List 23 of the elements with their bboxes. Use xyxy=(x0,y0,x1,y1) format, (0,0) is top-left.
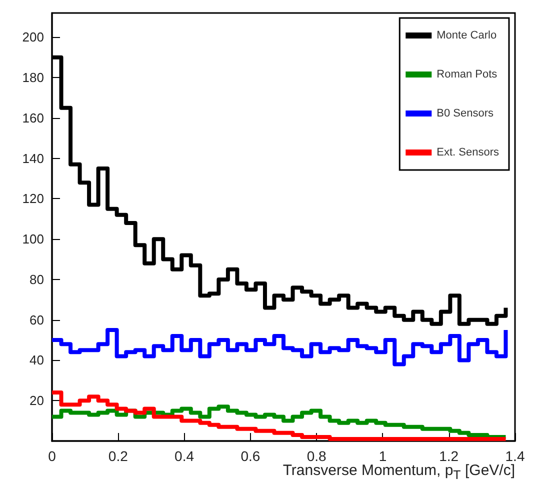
legend-label: B0 Sensors xyxy=(436,108,494,120)
x-tick-label: 0.4 xyxy=(174,448,194,464)
x-tick-label: 0 xyxy=(48,448,56,464)
legend-label: Ext. Sensors xyxy=(436,146,500,158)
y-tick-label: 200 xyxy=(22,30,44,45)
x-tick-label: 0.2 xyxy=(108,448,128,464)
x-tick-label: 0.8 xyxy=(306,448,327,464)
y-tick-label: 120 xyxy=(22,191,44,206)
x-tick-label: 1 xyxy=(378,448,387,464)
x-tick-label: 1.4 xyxy=(505,448,525,464)
legend-label: Roman Pots xyxy=(436,68,498,80)
y-tick-label: 100 xyxy=(22,232,44,247)
x-tick-label: 1.2 xyxy=(439,448,459,464)
legend-label: Monte Carlo xyxy=(436,30,497,42)
x-tick-label: 0.6 xyxy=(240,448,260,464)
y-tick-label: 80 xyxy=(30,272,44,287)
y-tick-label: 140 xyxy=(22,150,44,166)
y-tick-label: 160 xyxy=(22,110,44,126)
y-tick-label: 60 xyxy=(30,312,44,328)
x-axis-title: Transverse Momentum, p$_{T}$ [GeV/c] xyxy=(282,462,515,482)
y-tick-label: 20 xyxy=(30,393,44,408)
y-tick-label: 180 xyxy=(22,70,44,86)
y-tick-label: 40 xyxy=(30,352,44,368)
